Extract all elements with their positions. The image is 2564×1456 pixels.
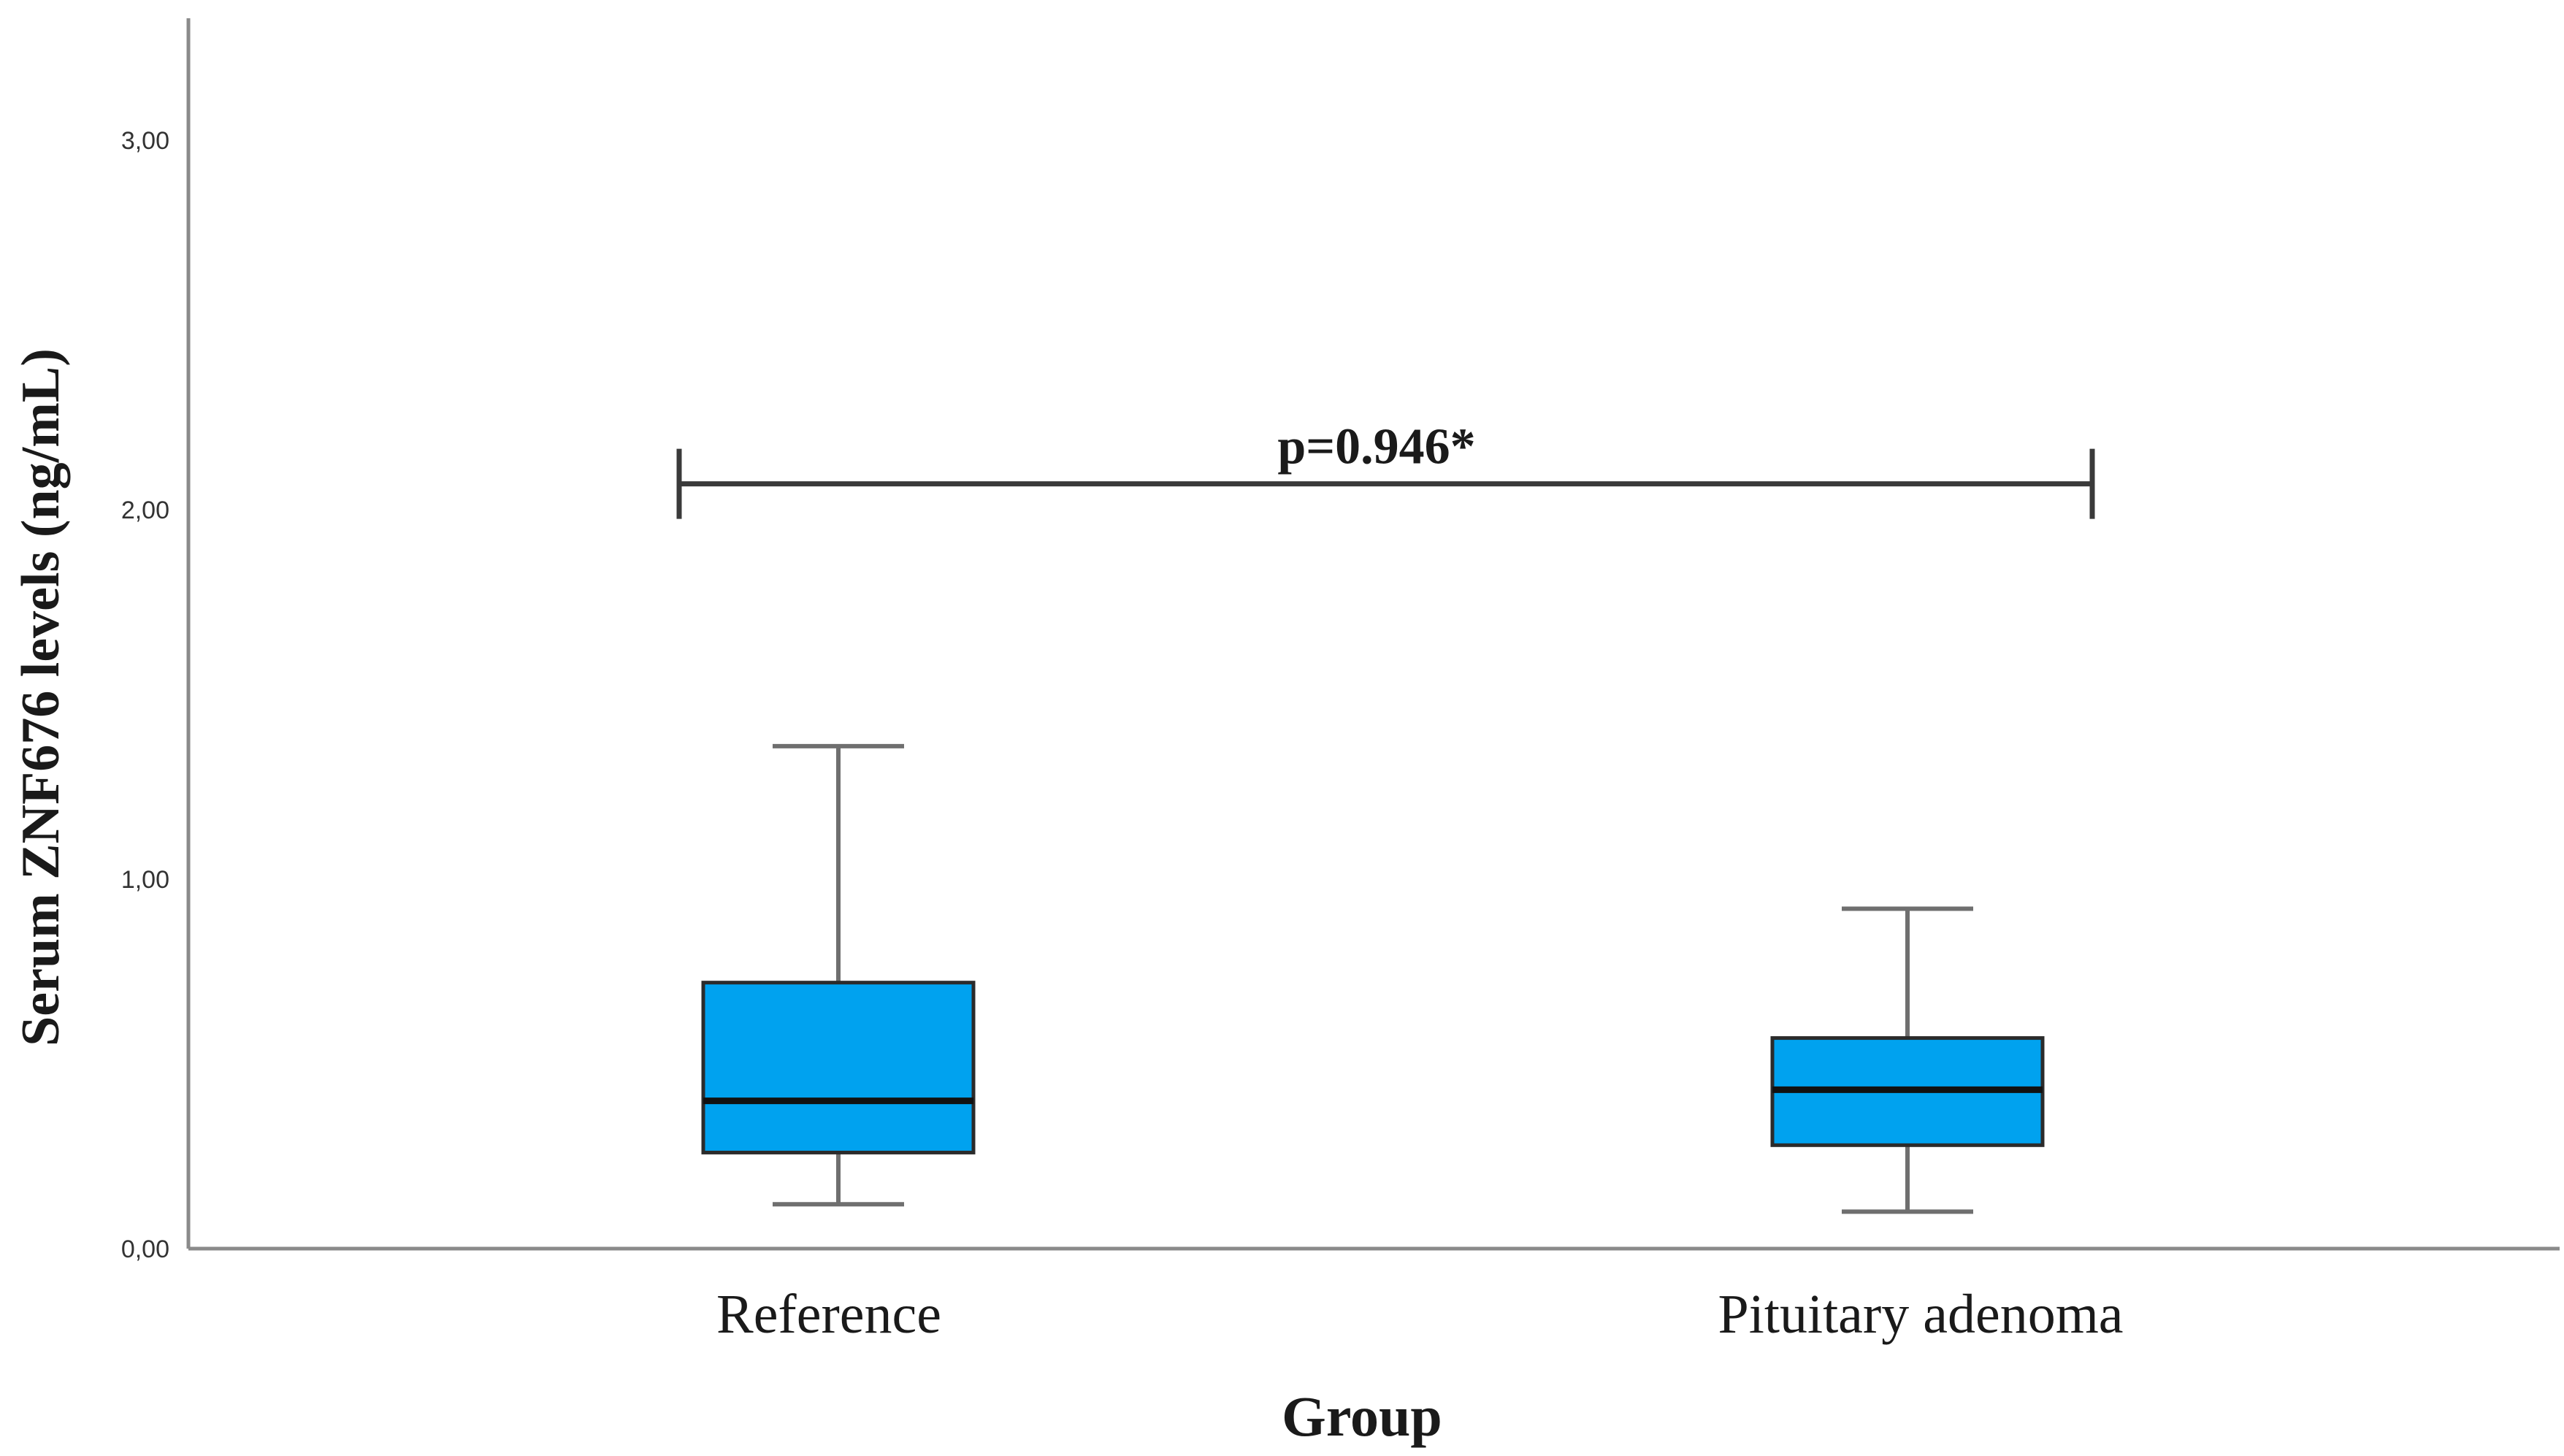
- iqr-box: [701, 981, 976, 1154]
- category-labels: Reference Pituitary adenoma: [716, 1284, 2124, 1345]
- box-reference: [701, 743, 976, 1207]
- y-tick-label: 2,00: [121, 497, 169, 524]
- p-value-label: p=0.946*: [1277, 419, 1475, 475]
- plot-area: [701, 743, 2045, 1214]
- y-axis-title: Serum ZNF676 levels (ng/mL): [11, 348, 71, 1046]
- box-pituitary-adenoma: [1770, 906, 2045, 1214]
- x-axis-title: Group: [1282, 1384, 1442, 1448]
- x-category-label: Reference: [716, 1284, 941, 1345]
- x-category-label: Pituitary adenoma: [1718, 1284, 2123, 1345]
- y-tick-labels: 0,00 1,00 2,00 3,00: [121, 127, 169, 1263]
- y-tick-label: 3,00: [121, 127, 169, 155]
- significance-annotation: p=0.946*: [676, 419, 2095, 519]
- y-tick-label: 1,00: [121, 866, 169, 894]
- axes: [186, 18, 2560, 1251]
- y-tick-label: 0,00: [121, 1235, 169, 1263]
